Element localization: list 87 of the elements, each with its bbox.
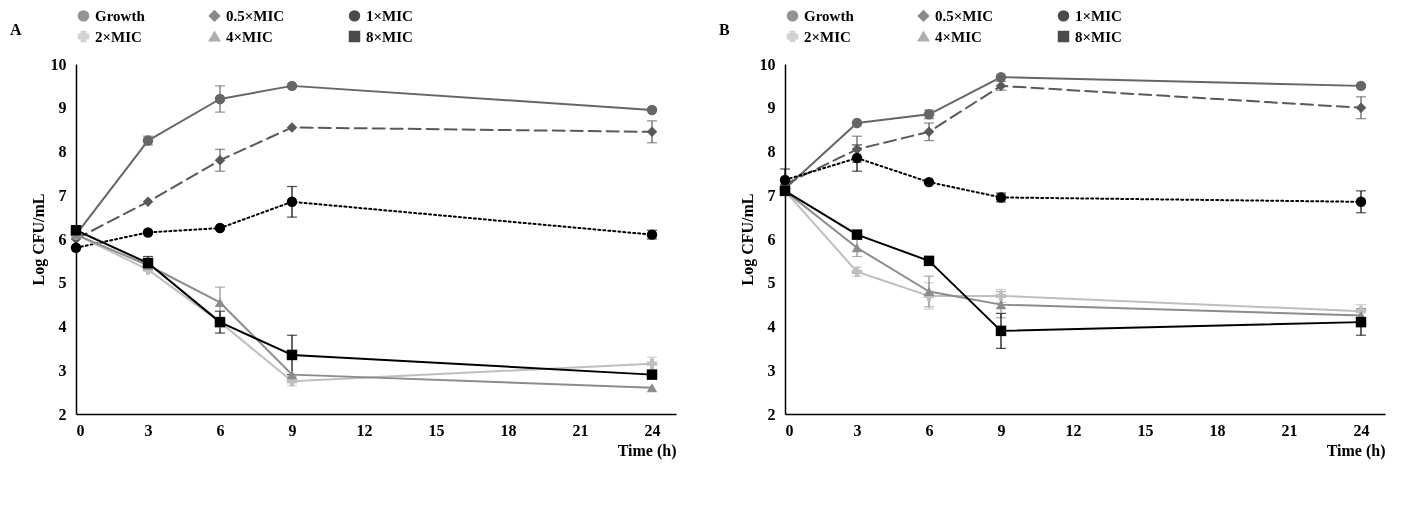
x-tick-label: 12 [1065, 421, 1082, 439]
point [646, 126, 658, 138]
y-tick-label: 10 [50, 55, 67, 73]
y-axis-title: Log CFU/mL [738, 193, 757, 286]
point [779, 174, 791, 186]
legend-label: 1×MIC [1075, 7, 1122, 24]
x-tick-label: 0 [76, 421, 85, 439]
x-axis-title: Time (h) [617, 441, 677, 460]
legend-label: 4×MIC [935, 28, 982, 45]
x-tick-label: 18 [1209, 421, 1226, 439]
legend-label: 8×MIC [366, 28, 413, 45]
point [286, 349, 298, 361]
point [851, 152, 863, 164]
point [286, 80, 298, 92]
point [1355, 102, 1367, 113]
point [286, 122, 298, 133]
point [70, 225, 82, 236]
y-tick-label: 6 [767, 230, 776, 248]
y-tick-label: 4 [767, 318, 776, 335]
point [1355, 196, 1367, 208]
x-tick-label: 3 [144, 421, 153, 439]
y-tick-label: 6 [58, 230, 67, 248]
legend-label: 0.5×MIC [226, 7, 285, 24]
x-tick-label: 15 [1137, 421, 1154, 439]
legend-label: 2×MIC [804, 28, 851, 45]
point [646, 104, 658, 116]
point [214, 297, 226, 307]
point [214, 155, 226, 166]
legend-label: 8×MIC [1075, 28, 1122, 45]
x-tick-label: 18 [500, 421, 517, 439]
x-tick-label: 12 [356, 421, 373, 439]
x-tick-label: 24 [644, 421, 661, 439]
point [70, 242, 82, 253]
point [995, 325, 1007, 337]
point [851, 229, 863, 240]
y-tick-label: 2 [767, 405, 776, 423]
y-tick-label: 5 [58, 274, 67, 292]
x-tick-label: 9 [288, 421, 297, 439]
point [995, 71, 1007, 83]
legend-label: 1×MIC [366, 7, 413, 24]
y-axis-title: Log CFU/mL [29, 193, 48, 286]
y-tick-label: 10 [759, 55, 776, 73]
y-tick-label: 7 [58, 186, 67, 204]
y-tick-label: 3 [58, 361, 67, 379]
point [286, 370, 298, 380]
x-tick-label: 15 [428, 421, 445, 439]
point [1355, 80, 1367, 92]
x-tick-label: 24 [1353, 421, 1370, 439]
point [923, 255, 935, 267]
point [142, 227, 154, 238]
y-tick-label: 5 [767, 274, 776, 292]
y-tick-label: 3 [767, 361, 776, 379]
y-tick-label: 8 [58, 143, 67, 160]
point [851, 117, 863, 129]
x-tick-label: 3 [853, 421, 862, 439]
chart-title: A [10, 21, 22, 38]
legend-label: 2×MIC [95, 28, 142, 45]
point [286, 196, 298, 208]
point [851, 243, 863, 253]
legend-label: Growth [804, 7, 855, 24]
point [142, 196, 154, 208]
legend-label: Growth [95, 7, 146, 24]
y-tick-label: 9 [767, 99, 776, 117]
y-tick-label: 2 [58, 405, 67, 423]
y-tick-label: 7 [767, 186, 776, 204]
point [214, 93, 226, 105]
point [923, 176, 935, 188]
point [214, 222, 226, 234]
point [923, 286, 935, 297]
y-tick-label: 4 [58, 318, 67, 335]
point [646, 383, 658, 393]
x-tick-label: 9 [997, 421, 1006, 439]
x-tick-label: 6 [216, 421, 225, 439]
x-tick-label: 0 [785, 421, 794, 439]
point [1355, 316, 1367, 328]
x-axis-title: Time (h) [1326, 441, 1386, 460]
y-tick-label: 9 [58, 99, 67, 117]
point [646, 369, 658, 380]
x-tick-label: 21 [572, 421, 589, 439]
legend-label: 0.5×MIC [935, 7, 994, 24]
point [923, 126, 935, 138]
x-tick-label: 21 [1281, 421, 1298, 439]
x-tick-label: 6 [925, 421, 934, 439]
point [995, 300, 1007, 310]
y-tick-label: 8 [767, 143, 776, 160]
chart-title: B [719, 21, 730, 38]
legend-label: 4×MIC [226, 28, 273, 45]
